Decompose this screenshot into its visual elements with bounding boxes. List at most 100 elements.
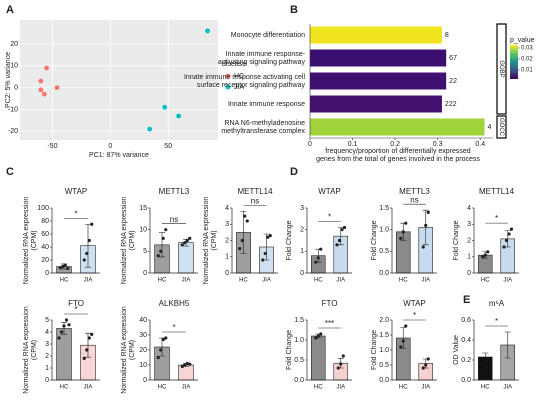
point <box>62 324 66 328</box>
point <box>63 263 67 267</box>
significance-label: * <box>495 317 498 326</box>
y-tick-label: 3 <box>467 221 471 228</box>
point <box>183 241 187 245</box>
x-tick-label: JIA <box>84 278 93 284</box>
error-bar <box>504 331 511 359</box>
chart-title: METTL14 <box>237 187 273 196</box>
point <box>337 238 342 243</box>
y-tick-label: 3 <box>45 341 49 348</box>
y-tick-label: 1.0 <box>379 227 389 234</box>
point <box>176 113 182 119</box>
category-label: Innate immune response activating cell <box>184 74 305 81</box>
y-tick-label: 10 <box>139 227 147 234</box>
x-tick-label: HC <box>60 385 69 391</box>
point <box>87 336 91 340</box>
panel-letter: D <box>290 166 298 178</box>
y-tick-label: 0.6 <box>461 317 471 324</box>
y-tick-label: 1.5 <box>379 332 389 339</box>
chart-title: METTL3 <box>399 187 430 196</box>
error-bar <box>159 337 165 357</box>
x-tick-label: 0 <box>308 141 312 148</box>
point <box>421 366 425 370</box>
x-tick-label: HC <box>158 385 167 391</box>
error-bar <box>422 209 429 246</box>
x-tick-label: HC <box>314 385 323 391</box>
y-tick-label: 0.4 <box>461 337 471 344</box>
y-tick-label: 100 <box>37 205 49 212</box>
category-label: methyltransferase complex <box>221 128 305 135</box>
y-axis-label: Normalized RNA expression <box>23 197 30 285</box>
significance-label: * <box>172 323 175 332</box>
y-tick-label: 0.5 <box>379 248 389 255</box>
point <box>90 332 94 336</box>
category-label: Innate immune response- <box>226 51 306 58</box>
y-tick-label: 0.0 <box>379 377 389 384</box>
bar <box>56 328 72 381</box>
y-tick-label: -10 <box>8 106 18 113</box>
point <box>185 238 189 243</box>
y-tick-label: 20 <box>41 257 49 264</box>
chart-title: WTAP <box>65 187 88 196</box>
y-tick-label: 0.0 <box>294 377 304 384</box>
y-tick-label: 2 <box>45 353 49 360</box>
significance-label: * <box>74 209 77 218</box>
x-tick-label: JIA <box>336 278 345 284</box>
x-tick-label: JIA <box>182 385 191 391</box>
x-tick-label: JIA <box>336 385 345 391</box>
point <box>38 78 44 84</box>
point <box>316 256 320 260</box>
x-tick-label: HC <box>239 278 248 284</box>
y-tick-label: 0 <box>143 270 147 277</box>
colorbar <box>510 45 518 79</box>
point <box>238 247 242 251</box>
point <box>426 357 430 361</box>
point <box>399 345 403 349</box>
y-tick-label: 0.0 <box>461 377 471 384</box>
category-label: RNA N6-methyladenosine <box>224 120 305 127</box>
x-axis-label: PC1: 87% variance <box>89 152 149 159</box>
point <box>342 225 347 230</box>
point <box>504 238 509 243</box>
x-tick-label: JIA <box>182 278 191 284</box>
colorbar-tick-label: 0.01 <box>521 68 533 74</box>
y-tick-label: 2 <box>467 237 471 244</box>
x-tick-label: JIA <box>421 385 430 391</box>
x-tick-label: JIA <box>503 278 512 284</box>
y-tick-label: 0 <box>45 270 49 277</box>
bar <box>178 364 194 381</box>
point <box>243 214 247 218</box>
y-tick-label: 10 <box>10 63 18 70</box>
chart-title: WTAP <box>318 187 341 196</box>
y-tick-label: 80 <box>41 218 49 225</box>
y-tick-label: 0 <box>225 270 229 277</box>
significance-label: * <box>413 311 416 320</box>
y-tick-label: 0 <box>45 377 49 384</box>
y-tick-label: 4 <box>45 329 49 336</box>
x-axis-label: frequency/proportion of differentially e… <box>325 148 471 155</box>
y-axis-label: Fold Change <box>286 330 293 370</box>
chart-title: FTO <box>322 299 338 308</box>
chart-title: METTL3 <box>159 187 190 196</box>
x-tick-label: JIA <box>262 278 271 284</box>
point <box>188 362 192 366</box>
x-tick-label: 0.3 <box>433 141 443 148</box>
point <box>319 332 323 336</box>
error-bar <box>263 233 270 261</box>
point <box>481 255 485 259</box>
y-tick-label: 0 <box>467 270 471 277</box>
bar-count-label: 4 <box>487 124 491 131</box>
category-label: activating signaling pathway <box>218 59 306 66</box>
legend-swatch <box>225 73 231 79</box>
x-tick-label: 0.1 <box>348 141 358 148</box>
point <box>41 91 47 97</box>
legend-label: JIA <box>234 84 244 91</box>
x-tick-label: 0 <box>108 143 112 150</box>
point <box>188 236 192 240</box>
point <box>263 251 267 256</box>
point <box>507 232 511 236</box>
x-tick-label: JIA <box>421 278 430 284</box>
point <box>185 361 189 366</box>
panel-letter: B <box>290 4 298 16</box>
y-tick-label: 1.0 <box>294 337 304 344</box>
